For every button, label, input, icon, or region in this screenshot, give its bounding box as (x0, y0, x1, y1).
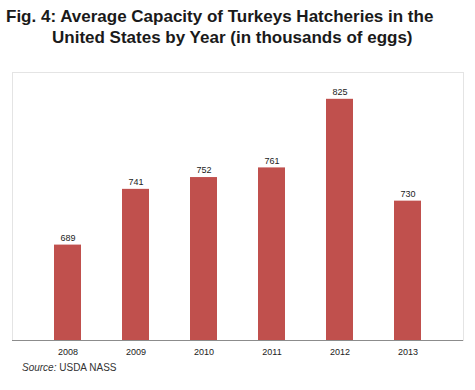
svg-text:2009: 2009 (126, 347, 146, 357)
svg-text:752: 752 (196, 165, 211, 175)
svg-text:2013: 2013 (398, 347, 418, 357)
svg-text:2012: 2012 (330, 347, 350, 357)
svg-text:2010: 2010 (194, 347, 214, 357)
svg-text:825: 825 (332, 87, 347, 97)
svg-text:730: 730 (400, 189, 415, 199)
svg-text:761: 761 (264, 156, 279, 166)
html-text:Source: USDA NASS: Source: USDA NASS (22, 362, 117, 373)
html-text:Fig. 4: Average Capacity of Tu: Fig. 4: Average Capacity of Turkeys Hatc… (6, 7, 434, 47)
svg-text:2008: 2008 (58, 347, 78, 357)
svg-text:689: 689 (60, 233, 75, 243)
svg-text:2011: 2011 (262, 347, 281, 357)
svg-text:741: 741 (128, 177, 143, 187)
